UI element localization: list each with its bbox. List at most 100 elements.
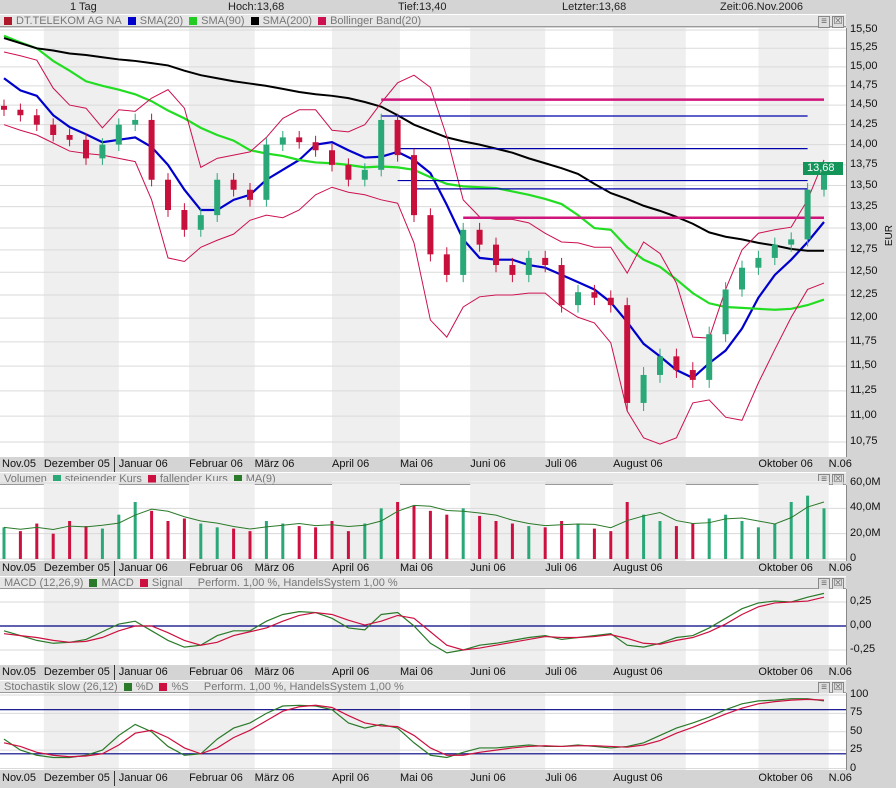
candle-body [17,109,24,116]
legend-label: MACD (12,26,9) [4,577,84,589]
axis-tick-label: 14,00 [850,137,878,150]
series-line-signal [3,596,825,651]
candle-body [99,144,106,159]
month-label: Nov.05 [2,772,37,784]
candle-body [411,155,417,216]
axis-tick-label: 13,50 [850,178,878,191]
month-label: März 06 [254,458,295,470]
candle-body [66,134,73,140]
legend-swatch [318,17,327,25]
candle-body [525,257,532,275]
legend-swatch [123,683,132,691]
candle-body [558,265,565,306]
panel-close-icon[interactable]: ☒ [832,16,844,28]
candle-body [689,370,696,380]
candle-body [148,119,155,180]
month-label: August 06 [613,562,663,574]
month-label: April 06 [332,666,370,678]
volume-bar [379,508,383,559]
month-band [43,589,119,665]
legend-label: MACD [101,577,134,589]
unit-label: EUR [884,225,895,247]
axis-tick-label: 11,00 [850,409,877,422]
axis-tick-label: 14,25 [850,117,878,130]
month-label: Nov.05 [2,458,37,470]
volume-bar [264,521,268,559]
volume-bar [68,521,72,559]
month-band [470,589,546,665]
volume-bar [445,514,449,559]
volume-bar [560,521,564,559]
month-axis: Nov.05 Dezember 05 Januar 06 Februar 06 März… [0,457,852,472]
panel-buttons: ≡ ☒ [816,15,844,28]
current-price-badge: 13,68 [803,162,843,175]
month-label: August 06 [613,772,663,784]
volume-bar [314,527,318,559]
stochastic-legend: Stochastik slow (26,12) %D %S Perform. 1,0… [0,680,846,694]
volume-bar [133,502,137,559]
legend-swatch [147,475,156,483]
series-line-pct-s [3,698,825,758]
candle-body [460,229,467,275]
volume-bar [166,521,170,559]
panel-menu-icon[interactable]: ≡ [818,16,830,28]
axis-tick-label: 0 [850,761,857,774]
volume-bar [150,510,154,559]
month-label: Juli 06 [545,562,577,574]
candle-body [1,105,7,110]
candle-body [132,119,139,125]
axis-tick-label: 11,25 [850,383,877,396]
axis-tick-label: 40,0M [850,501,881,514]
month-band [189,28,255,457]
candle-body [329,150,335,165]
panel-buttons: ≡ ☒ [816,577,844,590]
month-band [613,481,686,561]
volume-bar [461,508,465,559]
volume-bar [806,495,810,559]
axis-tick-label: 12,50 [850,265,878,278]
series-line-bollinger-band-20-oben [3,51,825,339]
axis-tick-label: 0 [850,552,857,564]
axis-tick-label: 13,75 [850,157,878,170]
candle-body [33,115,40,125]
series-line-bollinger-band-20-unten [3,124,825,445]
panel-menu-icon[interactable]: ≡ [818,578,830,590]
axis-tick-label: 14,50 [850,98,878,111]
legend-swatch [127,17,136,25]
volume-bar [642,514,646,559]
volume-bar [199,523,203,559]
axis-tick-label: 13,00 [850,221,878,234]
axis-tick-label: 10,75 [850,435,878,448]
month-label: Dezember 05 [43,562,110,574]
legend-label: Bollinger Band(20) [330,15,422,27]
macd-legend: MACD (12,26,9) MACD Signal Perform. 1,00 %… [0,576,846,590]
volume-ma-line [3,501,825,530]
volume-bar [363,523,367,559]
candle-body [476,229,483,245]
candle-body [296,137,303,143]
macd-chart [0,589,846,665]
candle-body [443,254,450,275]
candle-body [542,257,549,266]
month-label: Mai 06 [399,562,433,574]
axis-tick-label: -0,25 [850,643,876,655]
candle-body [706,334,713,380]
candle-body [197,215,204,230]
volume-bar [215,527,219,559]
month-label: Juni 06 [470,562,506,574]
last-label: Letzter:13,68 [562,1,627,13]
volume-bar [494,521,498,559]
legend-label: Stochastik slow (26,12) [4,681,118,693]
candle-body [263,144,270,200]
volume-bar [576,523,580,559]
month-band [43,481,119,561]
month-label: Dezember 05 [43,772,110,784]
candle-body [755,257,762,268]
axis-tick-label: 75 [850,706,863,719]
month-label: Mai 06 [399,458,433,470]
axis-tick-label: 100 [850,688,869,700]
legend-label: Perform. 1,00 %, HandelsSystem 1,00 % [203,681,404,693]
candle-body [804,189,811,240]
month-band [470,481,546,561]
month-label: Mai 06 [399,772,433,784]
